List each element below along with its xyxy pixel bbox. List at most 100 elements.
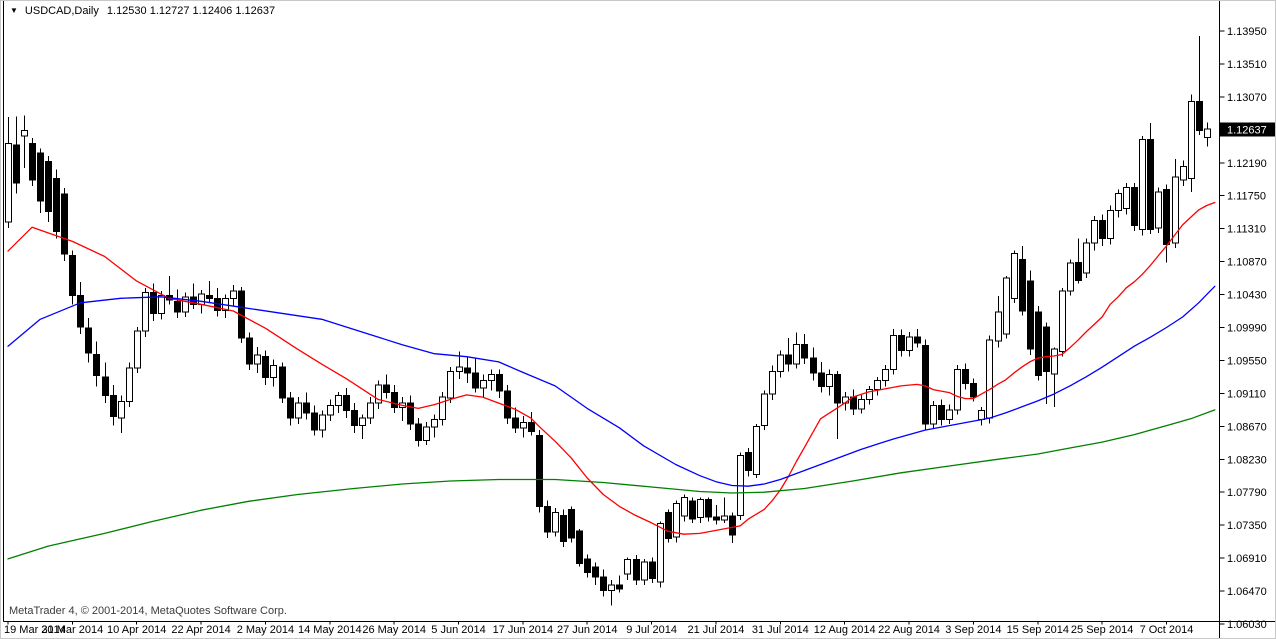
candle [801, 334, 808, 365]
candle [721, 497, 728, 523]
copyright-label: MetaTrader 4, © 2001-2014, MetaQuotes So… [9, 605, 287, 617]
date-tick-label: 15 Sep 2014 [1007, 624, 1069, 636]
candle [182, 292, 189, 318]
candle [874, 376, 881, 396]
candle [633, 555, 640, 586]
candle [439, 391, 446, 426]
medium-ma-blue [7, 285, 1216, 487]
candle [77, 281, 84, 335]
candle [866, 385, 873, 405]
candle [946, 404, 953, 425]
slow-ma-green [7, 409, 1216, 560]
price-axis[interactable]: 1.13950 1.13510 1.13070 1.12190 1.11750 1.113… [1219, 26, 1267, 631]
candle [126, 362, 133, 407]
candle [367, 397, 374, 425]
date-tick-label: 9 Jul 2014 [626, 624, 677, 636]
price-tick-label: 1.07350 [1227, 520, 1267, 532]
price-tick-label: 1.13510 [1227, 59, 1267, 71]
candle [576, 528, 583, 567]
date-tick-label: 22 Aug 2014 [878, 624, 940, 636]
candle [858, 394, 865, 414]
candle [13, 116, 20, 194]
candle [810, 347, 817, 381]
candle [85, 317, 92, 363]
candle [1083, 238, 1090, 279]
date-tick-label: 12 Aug 2014 [814, 624, 876, 636]
candle [37, 148, 44, 213]
price-tick-label: 1.11750 [1227, 191, 1266, 203]
candle [246, 332, 253, 371]
candle [834, 370, 841, 440]
candle [110, 385, 117, 426]
chart-title: ▼ USDCAD,Daily 1.12530 1.12727 1.12406 1… [10, 5, 275, 17]
candle [319, 410, 326, 438]
candle [142, 287, 149, 338]
date-tick-label: 22 Apr 2014 [171, 624, 230, 636]
date-tick-label: 14 May 2014 [298, 624, 362, 636]
candle [1091, 215, 1098, 251]
candle [641, 558, 648, 586]
candle [61, 188, 68, 261]
price-tick-label: 1.08230 [1227, 454, 1267, 466]
candle [480, 374, 487, 398]
candle [1051, 347, 1058, 407]
candle [311, 405, 318, 436]
candle [608, 579, 615, 606]
candle [375, 380, 382, 410]
candle [447, 367, 454, 404]
candle [520, 415, 527, 438]
candle [1035, 305, 1042, 381]
price-tick-label: 1.09550 [1227, 355, 1267, 367]
candle [174, 289, 181, 318]
candle [383, 374, 390, 399]
candle [359, 414, 366, 440]
date-tick-label: 27 Jun 2014 [557, 624, 618, 636]
candle [713, 504, 720, 525]
candle [206, 281, 213, 303]
candle [327, 399, 334, 422]
candle [552, 507, 559, 537]
candle [93, 341, 100, 387]
candle [536, 430, 543, 513]
chart-dropdown-icon[interactable]: ▼ [10, 6, 18, 15]
candle [1115, 189, 1122, 218]
candle [415, 418, 422, 447]
candle [303, 392, 310, 420]
candle [938, 399, 945, 426]
candle [279, 362, 286, 404]
date-tick-label: 3 Sep 2014 [945, 624, 1001, 636]
candle [1155, 187, 1162, 234]
candle [689, 497, 696, 523]
candle [1003, 275, 1010, 339]
candle [568, 506, 575, 543]
price-tick-label: 1.11310 [1227, 224, 1266, 236]
price-tick-label: 1.07790 [1227, 487, 1267, 499]
candle [295, 397, 302, 425]
candle [1131, 182, 1138, 231]
price-tick-label: 1.06470 [1227, 586, 1267, 598]
candle [681, 494, 688, 522]
candle [1075, 238, 1082, 284]
candle [464, 357, 471, 383]
candle [665, 509, 672, 543]
candle [343, 388, 350, 419]
candle [1139, 135, 1146, 236]
price-tick-label: 1.09990 [1227, 323, 1267, 335]
candle [1019, 245, 1026, 316]
candle [914, 328, 921, 348]
candle [1027, 270, 1034, 356]
price-tick-label: 1.08670 [1227, 421, 1267, 433]
candle [21, 115, 28, 169]
candle [922, 339, 929, 431]
candle [584, 554, 591, 578]
date-tick-label: 21 Jul 2014 [688, 624, 745, 636]
candle [512, 407, 519, 434]
candle [214, 287, 221, 317]
date-tick-label: 31 Mar 2014 [41, 624, 103, 636]
candle [1107, 205, 1114, 245]
price-tick-label: 1.06030 [1227, 619, 1267, 631]
candle [5, 117, 12, 228]
price-tick-label: 1.10870 [1227, 257, 1267, 269]
